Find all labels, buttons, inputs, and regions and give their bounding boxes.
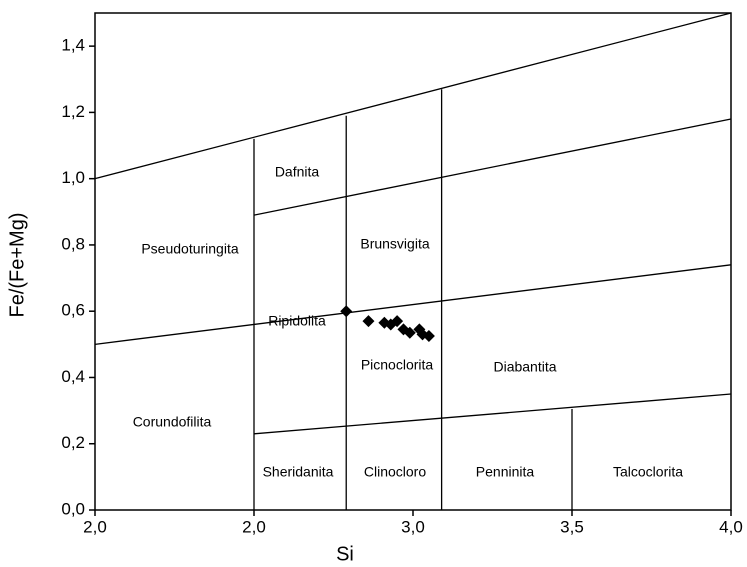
y-tick-label: 1,0 — [61, 168, 85, 187]
y-tick-label: 0,4 — [61, 367, 85, 386]
y-tick-label: 0,8 — [61, 234, 85, 253]
x-tick-label: 2,0 — [242, 517, 266, 536]
x-axis-title: Si — [336, 543, 354, 565]
y-tick-label: 1,2 — [61, 102, 85, 121]
y-tick-label: 0,6 — [61, 301, 85, 320]
x-tick-label: 2,0 — [83, 517, 107, 536]
x-tick-label: 3,5 — [560, 517, 584, 536]
field-label: Corundofilita — [133, 414, 212, 430]
data-point — [362, 315, 375, 328]
x-tick-label: 3,0 — [401, 517, 425, 536]
field-label: Talcoclorita — [613, 464, 683, 480]
y-tick-label: 1,4 — [61, 36, 85, 55]
field-boundary — [253, 393, 732, 435]
x-tick-label: 4,0 — [719, 517, 743, 536]
field-label: Sheridanita — [263, 464, 334, 480]
field-label: Brunsvigita — [360, 236, 429, 252]
field-boundary — [94, 12, 732, 180]
data-point — [422, 330, 435, 343]
field-label: Clinocloro — [364, 464, 426, 480]
data-point — [391, 315, 404, 328]
y-tick-label: 0,0 — [61, 499, 85, 518]
field-label: Picnoclorita — [361, 357, 434, 373]
plot-frame — [94, 12, 732, 511]
field-label: Diabantita — [493, 359, 556, 375]
field-label: Pseudoturingita — [141, 241, 239, 257]
y-axis-title: Fe/(Fe+Mg) — [6, 212, 28, 317]
y-tick-label: 0,2 — [61, 433, 85, 452]
field-label: Penninita — [476, 464, 535, 480]
data-point — [403, 326, 416, 339]
field-label: Ripidolita — [268, 313, 326, 329]
field-label: Dafnita — [275, 164, 320, 180]
field-boundary — [253, 118, 732, 216]
field-boundary — [94, 264, 732, 345]
data-point — [340, 305, 353, 318]
